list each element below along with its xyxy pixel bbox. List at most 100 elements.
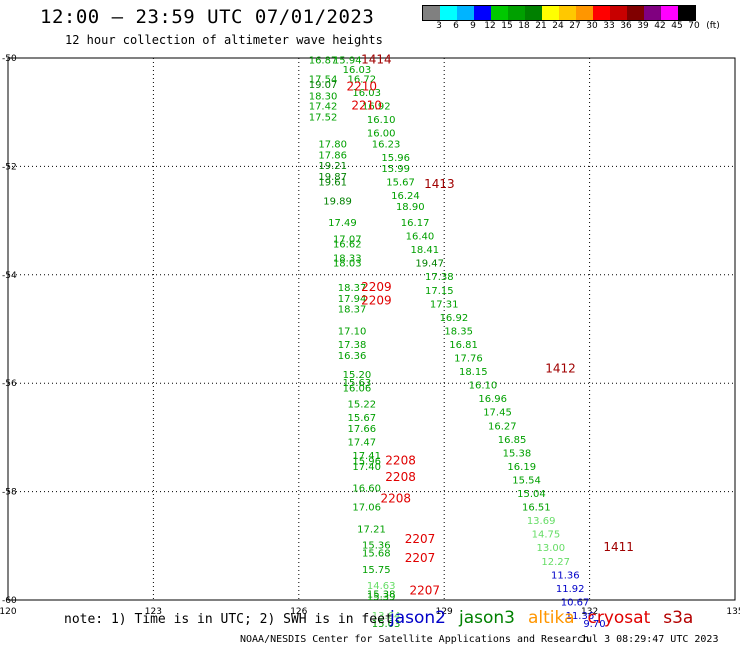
wave-height-label: 16.40 — [406, 232, 435, 243]
wave-height-label: 16.23 — [372, 139, 401, 150]
wave-height-label: 16.19 — [507, 462, 536, 473]
wave-height-label: 16.24 — [391, 191, 420, 202]
wave-height-label: 16.72 — [347, 74, 376, 85]
legend-swatch — [423, 6, 440, 20]
wave-height-label: 17.94 — [338, 294, 367, 305]
wave-height-label: 17.38 — [425, 272, 454, 283]
wave-height-label: 14.75 — [532, 530, 561, 541]
legend-label: 33 — [603, 21, 615, 31]
wave-height-label: 19.87 — [318, 172, 347, 183]
legend-swatch — [661, 6, 678, 20]
legend-label: 9 — [470, 21, 476, 31]
wave-height-label: 15.20 — [343, 370, 372, 381]
pass-time-label: 2209 — [361, 294, 392, 308]
wave-height-label: 12.27 — [541, 557, 570, 568]
legend-swatch — [559, 6, 576, 20]
wave-height-label: 16.17 — [401, 218, 430, 229]
pass-time-label: 2208 — [385, 470, 416, 484]
wave-height-label: 17.15 — [425, 286, 454, 297]
wave-height-label: 11.92 — [556, 584, 585, 595]
wave-height-label: 16.92 — [362, 101, 391, 112]
wave-height-label: 16.00 — [367, 129, 396, 140]
wave-height-label: 19.21 — [318, 161, 347, 172]
wave-height-label: 15.67 — [386, 177, 415, 188]
wave-height-label: 17.66 — [347, 424, 376, 435]
footer-timestamp: Jul 3 08:29:47 UTC 2023 — [580, 634, 719, 645]
wave-height-label: 18.33 — [333, 253, 362, 264]
wave-height-label: 16.60 — [352, 484, 381, 495]
wave-height-label: 19.89 — [323, 196, 352, 207]
pass-time-label: 2207 — [410, 584, 441, 598]
pass-time-label: 1414 — [361, 52, 392, 66]
wave-height-label: 19.47 — [415, 259, 444, 270]
legend-label: 15 — [501, 21, 513, 31]
wave-height-label: 17.52 — [309, 112, 338, 123]
chart-subtitle: 12 hour collection of altimeter wave hei… — [65, 33, 383, 47]
wave-height-label: 15.22 — [347, 400, 376, 411]
lat-tick-label: -60 — [2, 596, 17, 606]
legend-label: 70 — [688, 21, 700, 31]
legend-label: 21 — [535, 21, 547, 31]
legend-label: 30 — [586, 21, 598, 31]
wave-height-label: 17.06 — [352, 503, 381, 514]
lon-tick-label: 132 — [581, 607, 598, 617]
legend-swatch — [644, 6, 661, 20]
wave-height-label: 15.99 — [381, 164, 410, 175]
mission-label: s3a — [663, 608, 694, 628]
wave-height-label: 16.51 — [522, 503, 551, 514]
wave-height-label: 18.90 — [396, 202, 425, 213]
wave-height-label: 17.41 — [352, 451, 381, 462]
lat-tick-label: -58 — [2, 488, 17, 498]
wave-height-label: 17.49 — [328, 218, 357, 229]
wave-height-label: 15.63 — [343, 378, 372, 389]
wave-height-label: 19.61 — [318, 177, 347, 188]
wave-height-label: 17.86 — [318, 150, 347, 161]
wave-height-label: 18.35 — [444, 326, 473, 337]
wave-height-label: 15.04 — [517, 489, 546, 500]
wave-height-label: 17.76 — [454, 354, 483, 365]
map-frame — [7, 57, 736, 601]
wave-height-label: 15.54 — [512, 475, 541, 486]
wave-height-label: 17.40 — [352, 462, 381, 473]
lon-tick-label: 135 — [726, 607, 740, 617]
legend-swatch — [508, 6, 525, 20]
color-scale-legend — [422, 5, 696, 21]
wave-height-label: 16.03 — [343, 65, 372, 76]
wave-height-label: 15.94 — [333, 55, 362, 66]
legend-swatch — [542, 6, 559, 20]
wave-height-label: 16.62 — [333, 240, 362, 251]
wave-height-label: 15.39 — [367, 592, 396, 603]
pass-time-label: 1411 — [603, 540, 634, 554]
legend-swatch — [440, 6, 457, 20]
wave-height-label: 15.03 — [372, 619, 401, 630]
mission-label: jason2 — [390, 608, 446, 628]
wave-height-label: 18.41 — [410, 245, 439, 256]
wave-height-label: 18.37 — [338, 305, 367, 316]
legend-swatch — [457, 6, 474, 20]
lat-tick-label: -52 — [2, 162, 17, 172]
wave-height-label: 15.36 — [362, 541, 391, 552]
wave-height-label: 17.38 — [338, 340, 367, 351]
wave-height-label: 15.67 — [347, 413, 376, 424]
pass-time-label: 2208 — [380, 491, 411, 505]
wave-height-label: 17.10 — [338, 326, 367, 337]
legend-label: (ft) — [706, 21, 720, 31]
wave-height-label: 16.92 — [440, 313, 469, 324]
wave-height-label: 15.38 — [367, 589, 396, 600]
legend-swatch — [491, 6, 508, 20]
lon-tick-label: 126 — [290, 607, 307, 617]
wave-height-label: 13.64 — [372, 611, 401, 622]
mission-label: cryosat — [587, 608, 651, 628]
lat-tick-label: -50 — [2, 54, 17, 64]
legend-label: 39 — [637, 21, 649, 31]
lat-tick-label: -54 — [2, 271, 17, 281]
wave-height-label: 15.68 — [362, 549, 391, 560]
wave-height-label: 15.96 — [381, 153, 410, 164]
mission-label: jason3 — [459, 608, 515, 628]
wave-height-label: 17.45 — [483, 408, 512, 419]
wave-height-label: 17.80 — [318, 139, 347, 150]
wave-height-label: 17.54 — [309, 74, 338, 85]
wave-height-label: 15.75 — [362, 565, 391, 576]
wave-height-label: 17.07 — [333, 234, 362, 245]
